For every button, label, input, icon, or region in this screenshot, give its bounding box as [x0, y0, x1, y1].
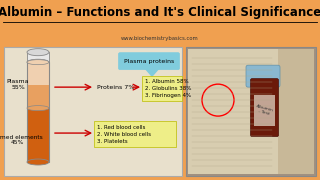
Text: Albumin – Functions and It's Clinical Significance: Albumin – Functions and It's Clinical Si…	[0, 6, 320, 19]
Text: Albumin
- Test: Albumin - Test	[254, 104, 274, 117]
FancyBboxPatch shape	[188, 49, 278, 174]
FancyBboxPatch shape	[142, 76, 182, 101]
FancyBboxPatch shape	[186, 47, 316, 176]
Text: 1. Albumin 58%
2. Globulins 38%
3. Fibrinogen 4%: 1. Albumin 58% 2. Globulins 38% 3. Fibri…	[145, 79, 191, 98]
FancyBboxPatch shape	[27, 62, 49, 85]
Text: 1. Red blood cells
2. White blood cells
3. Platelets: 1. Red blood cells 2. White blood cells …	[97, 125, 151, 144]
Ellipse shape	[27, 59, 49, 65]
Text: Plasma proteins: Plasma proteins	[124, 59, 174, 64]
Text: Proteins 7%: Proteins 7%	[97, 85, 134, 90]
FancyBboxPatch shape	[27, 52, 49, 62]
FancyBboxPatch shape	[4, 47, 182, 176]
Ellipse shape	[27, 159, 49, 165]
FancyBboxPatch shape	[246, 65, 280, 87]
Ellipse shape	[27, 49, 49, 56]
FancyBboxPatch shape	[27, 108, 49, 162]
Text: Formed elements
45%: Formed elements 45%	[0, 135, 43, 145]
FancyBboxPatch shape	[94, 121, 176, 147]
FancyBboxPatch shape	[118, 53, 180, 70]
FancyBboxPatch shape	[188, 49, 314, 174]
Ellipse shape	[27, 60, 49, 65]
Ellipse shape	[27, 106, 49, 111]
Text: Plasma
55%: Plasma 55%	[7, 79, 29, 89]
FancyBboxPatch shape	[253, 95, 275, 126]
FancyBboxPatch shape	[251, 79, 278, 137]
FancyBboxPatch shape	[27, 85, 49, 108]
Polygon shape	[145, 68, 159, 76]
Text: www.biochemistrybasics.com: www.biochemistrybasics.com	[121, 35, 199, 40]
